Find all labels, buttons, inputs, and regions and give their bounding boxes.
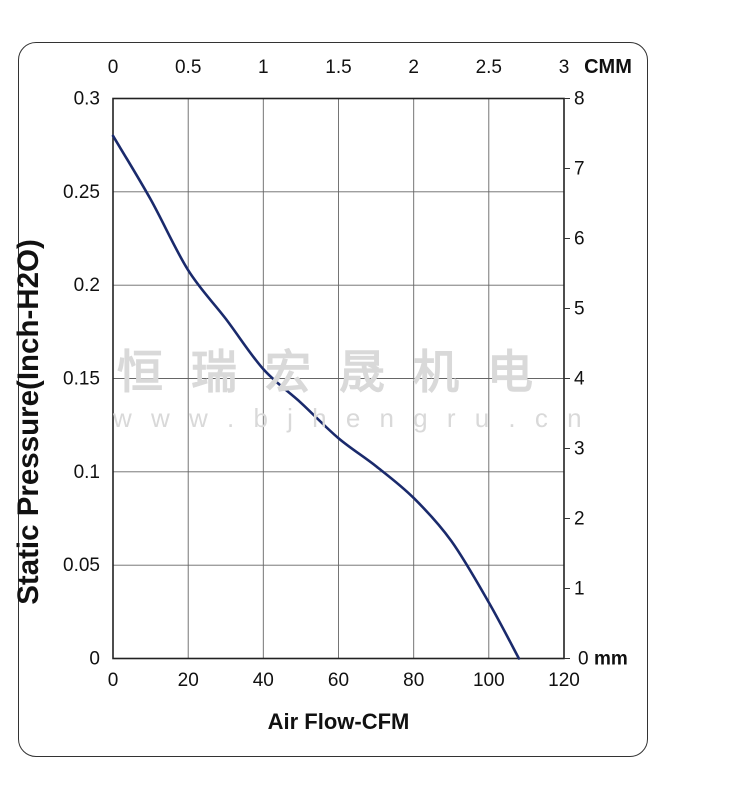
svg-text:6: 6 <box>574 229 585 250</box>
svg-text:Static Pressure(Inch-H2O): Static Pressure(Inch-H2O) <box>12 239 45 605</box>
svg-text:2: 2 <box>408 57 419 78</box>
svg-text:0.2: 0.2 <box>74 275 100 296</box>
svg-text:1: 1 <box>574 579 585 600</box>
svg-text:2.5: 2.5 <box>476 57 502 78</box>
svg-text:0.15: 0.15 <box>63 369 100 390</box>
svg-text:mm: mm <box>594 649 628 670</box>
svg-text:0.5: 0.5 <box>175 57 201 78</box>
svg-text:0: 0 <box>578 649 589 670</box>
svg-text:3: 3 <box>559 57 570 78</box>
svg-text:40: 40 <box>253 670 274 691</box>
svg-text:0: 0 <box>108 57 119 78</box>
svg-text:2: 2 <box>574 509 585 530</box>
svg-text:3: 3 <box>574 439 585 460</box>
svg-text:20: 20 <box>178 670 199 691</box>
svg-text:0.25: 0.25 <box>63 182 100 203</box>
svg-text:7: 7 <box>574 159 585 180</box>
svg-text:120: 120 <box>548 670 580 691</box>
svg-text:0.1: 0.1 <box>74 462 100 483</box>
svg-text:1: 1 <box>258 57 269 78</box>
svg-text:0: 0 <box>89 649 100 670</box>
svg-text:100: 100 <box>473 670 505 691</box>
svg-text:60: 60 <box>328 670 349 691</box>
svg-text:80: 80 <box>403 670 424 691</box>
svg-text:0.3: 0.3 <box>74 89 100 110</box>
svg-text:CMM: CMM <box>584 56 632 78</box>
svg-text:0.05: 0.05 <box>63 555 100 576</box>
svg-text:8: 8 <box>574 89 585 110</box>
svg-text:0: 0 <box>108 670 119 691</box>
svg-text:1.5: 1.5 <box>325 57 351 78</box>
svg-text:5: 5 <box>574 299 585 320</box>
